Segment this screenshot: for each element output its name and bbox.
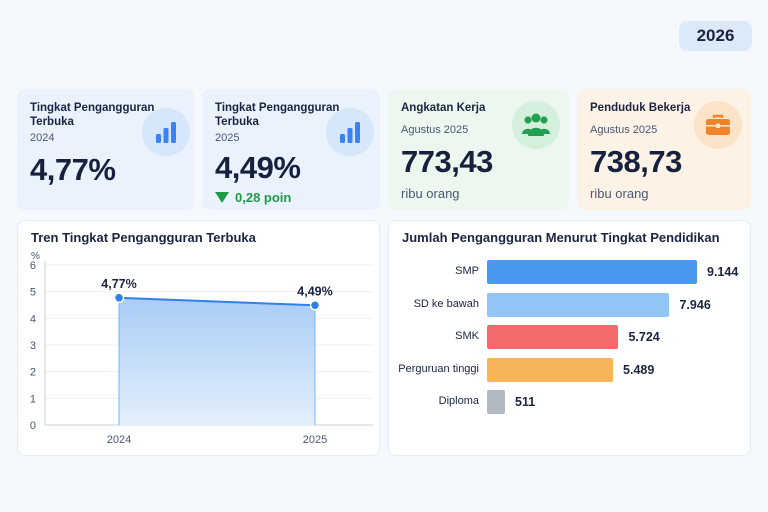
bar (487, 325, 619, 349)
card-value: 4,77% (30, 152, 116, 187)
kpi-card-penduduk-bekerja: Penduduk Bekerja Agustus 2025 738,73 rib… (577, 89, 751, 210)
bar-value-label: 9.144 (707, 265, 739, 279)
x-tick-label: 2025 (303, 434, 327, 446)
bar (487, 390, 505, 414)
card-title: Penduduk Bekerja (590, 102, 691, 114)
kpi-card-tpt-2025: Tingkat Pengangguran Terbuka 2025 4,49% … (202, 89, 380, 210)
bar-category-label: Perguruan tinggi (398, 362, 479, 375)
card-title: Angkatan Kerja (401, 102, 486, 114)
y-tick-label: 1 (30, 393, 36, 405)
card-unit: ribu orang (401, 186, 460, 201)
x-tick-label: 2024 (107, 434, 131, 446)
bar-category-label: SMK (455, 330, 479, 342)
data-label: 4,49% (297, 284, 332, 298)
y-axis-label: % (31, 251, 40, 262)
bar-chart-icon (326, 108, 374, 156)
bar-value-label: 5.489 (623, 362, 655, 377)
down-arrow-icon (215, 192, 229, 203)
kpi-card-angkatan-kerja: Angkatan Kerja Agustus 2025 773,43 ribu … (388, 89, 569, 210)
trend-area (119, 297, 315, 425)
y-tick-label: 3 (30, 340, 36, 352)
bar (487, 292, 670, 317)
trend-panel: Tren Tingkat Pengangguran Terbuka 0 1 2 3 4 5… (17, 220, 380, 456)
bar-value-label: 7.946 (679, 297, 711, 312)
y-tick-label: 2 (30, 367, 36, 379)
card-subtitle: 2025 (215, 132, 240, 144)
card-subtitle: Agustus 2025 (590, 124, 658, 136)
bar (487, 260, 697, 284)
people-icon (512, 101, 560, 149)
card-title: Tingkat Pengangguran Terbuka (215, 102, 340, 128)
data-point (309, 300, 321, 311)
bar-value-label: 5.724 (628, 330, 660, 344)
y-tick-label: 0 (30, 420, 36, 432)
trend-line (118, 296, 316, 307)
delta-indicator: 0,28 poin (215, 190, 367, 205)
trend-chart: 0 1 2 3 4 5 6% 4,77% 2024 4,49% 2025 (30, 251, 373, 446)
bar-category-label: SD ke bawah (413, 297, 479, 310)
data-label: 4,77% (101, 277, 136, 291)
education-title: Jumlah Pengangguran Menurut Tingkat Pend… (402, 230, 720, 245)
card-value: 738,73 (590, 144, 682, 179)
bar-category-label: SMP (455, 265, 479, 277)
y-tick-label: 6 (30, 260, 36, 272)
delta-value: 0,28 poin (235, 190, 292, 205)
trend-title: Tren Tingkat Pengangguran Terbuka (31, 230, 256, 245)
card-title: Tingkat Pengangguran Terbuka (30, 102, 155, 128)
bar (487, 357, 614, 382)
briefcase-icon (694, 101, 742, 149)
card-unit: ribu orang (590, 186, 649, 201)
bar-chart-icon (142, 108, 190, 156)
card-value: 773,43 (401, 144, 493, 179)
data-point (113, 292, 125, 304)
card-value: 4,49% (215, 150, 301, 185)
y-tick-label: 5 (30, 287, 36, 299)
education-panel: Jumlah Pengangguran Menurut Tingkat Pend… (388, 220, 751, 456)
y-tick-label: 4 (30, 313, 36, 325)
bar-category-label: Diploma (438, 395, 479, 407)
kpi-card-tpt-2024: Tingkat Pengangguran Terbuka 2024 4,77% (17, 89, 194, 210)
card-subtitle: 2024 (30, 132, 55, 144)
year-badge[interactable]: 2026 (679, 21, 752, 51)
bar-value-label: 511 (515, 395, 536, 409)
card-subtitle: Agustus 2025 (401, 124, 469, 136)
